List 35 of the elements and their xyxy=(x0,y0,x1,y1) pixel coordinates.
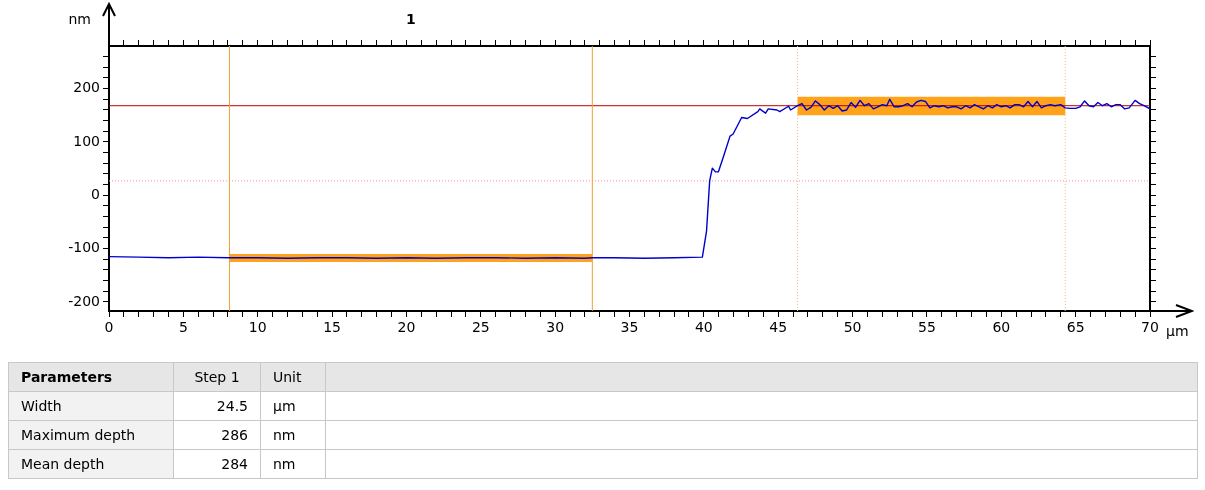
x-axis-title: µm xyxy=(1166,322,1189,339)
x-tick-label: 45 xyxy=(769,319,788,336)
x-tick-label: 55 xyxy=(918,319,936,336)
text: 1 xyxy=(406,10,416,27)
x-tick-label: 30 xyxy=(546,319,565,336)
y-tick-label: -100 xyxy=(68,239,100,256)
text: 286 xyxy=(173,420,261,450)
text: µm xyxy=(260,391,326,421)
x-tick-label: 65 xyxy=(1066,319,1085,336)
y-axis-title: nm xyxy=(68,10,91,27)
x-tick-label: 10 xyxy=(248,319,267,336)
x-tick-label: 50 xyxy=(843,319,862,336)
x-tick-label: 5 xyxy=(178,319,188,336)
y-tick-label: 0 xyxy=(91,185,100,202)
y-tick-label: 200 xyxy=(73,79,100,96)
text: Maximum depth xyxy=(8,420,174,450)
text: Unit xyxy=(260,362,326,392)
text: 284 xyxy=(173,449,261,479)
text: 24.5 xyxy=(173,391,261,421)
text: Width xyxy=(8,391,174,421)
text: nm xyxy=(260,449,326,479)
y-tick-label: -200 xyxy=(68,292,100,309)
text: Parameters xyxy=(8,362,174,392)
x-tick-label: 60 xyxy=(992,319,1011,336)
x-tick-label: 15 xyxy=(323,319,341,336)
x-tick-label: 20 xyxy=(397,319,416,336)
text: Step 1 xyxy=(173,362,261,392)
x-tick-label: 25 xyxy=(471,319,490,336)
x-tick-label: 70 xyxy=(1141,319,1159,336)
text: Mean depth xyxy=(8,449,174,479)
text: nm xyxy=(260,420,326,450)
x-tick-label: 0 xyxy=(104,319,114,336)
x-tick-label: 35 xyxy=(620,319,639,336)
x-tick-label: 40 xyxy=(694,319,713,336)
y-tick-label: 100 xyxy=(73,132,100,149)
